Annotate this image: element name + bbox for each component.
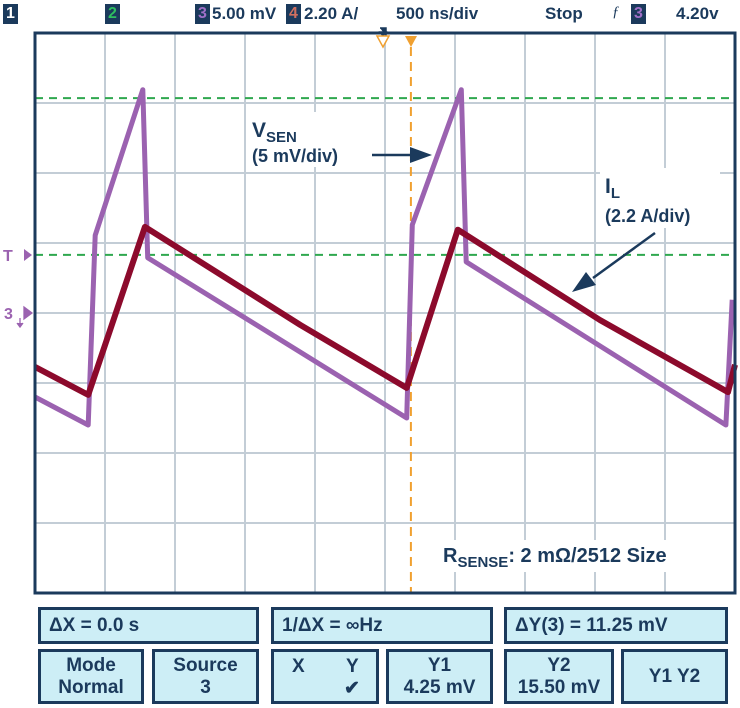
- source-button[interactable]: Source 3: [152, 649, 259, 704]
- xy-y-label: Y: [346, 656, 359, 677]
- channel-3-indicator[interactable]: 3: [195, 4, 210, 24]
- channel-3-scale: 5.00 mV: [212, 4, 277, 23]
- rsense-label: RSENSE: 2 mΩ/2512 Size: [443, 545, 667, 571]
- xy-button[interactable]: X Y ✔: [271, 649, 379, 704]
- trace-il: [33, 223, 738, 398]
- vsen-label: VSEN: [252, 119, 297, 146]
- mode-button[interactable]: Mode Normal: [38, 649, 144, 704]
- trace-vsen: [33, 87, 735, 428]
- channel-3-ground-label: 3: [4, 306, 13, 323]
- trigger-origin-marker: [375, 35, 391, 49]
- trigger-position-marker[interactable]: [405, 36, 417, 47]
- channel-4-scale: 2.20 A/: [304, 4, 359, 23]
- trigger-level: 4.20v: [676, 4, 719, 23]
- check-icon: ✔: [344, 678, 360, 699]
- y2-value: 15.50 mV: [517, 676, 601, 698]
- y1-value: 4.25 mV: [403, 676, 476, 698]
- waveform-plot: T 3 VSEN (5 mV/div) IL (2.2 A/div) RSENS…: [3, 27, 738, 595]
- y1-y2-button[interactable]: Y1 Y2: [621, 649, 728, 704]
- trigger-delay-icon: [378, 27, 388, 38]
- il-scale: (2.2 A/div): [605, 206, 690, 226]
- delta-x-readout: ΔX = 0.0 s: [38, 607, 259, 644]
- trigger-level-label: T: [3, 248, 13, 265]
- channel-1-indicator[interactable]: 1: [3, 4, 18, 24]
- y1-label: Y1: [427, 654, 452, 676]
- source-value: 3: [200, 676, 211, 698]
- xy-x-label: X: [292, 656, 305, 677]
- vsen-scale: (5 mV/div): [252, 146, 338, 166]
- grid: [35, 33, 735, 593]
- mode-label: Mode: [66, 654, 116, 676]
- timebase: 500 ns/div: [396, 4, 479, 23]
- il-label: IL: [605, 175, 620, 202]
- traces: [33, 87, 738, 428]
- channel-3-ground-marker[interactable]: [16, 305, 34, 329]
- channel-4-indicator[interactable]: 4: [286, 4, 301, 24]
- trigger-source: 3: [631, 4, 646, 24]
- source-label: Source: [173, 654, 238, 676]
- run-state: Stop: [545, 4, 583, 23]
- il-arrow-icon: [572, 272, 596, 292]
- y1-button[interactable]: Y1 4.25 mV: [386, 649, 493, 704]
- trigger-level-marker[interactable]: [24, 249, 32, 261]
- y2-label: Y2: [547, 654, 571, 676]
- mode-value: Normal: [58, 676, 124, 698]
- delta-y-readout: ΔY(3) = 11.25 mV: [504, 607, 728, 644]
- trigger-slope-icon: ƒ: [612, 4, 620, 20]
- inverse-delta-x-readout: 1/ΔX = ∞Hz: [271, 607, 493, 644]
- vsen-arrow-icon: [410, 147, 432, 163]
- y2-button[interactable]: Y2 15.50 mV: [504, 649, 614, 704]
- channel-2-indicator[interactable]: 2: [105, 4, 120, 24]
